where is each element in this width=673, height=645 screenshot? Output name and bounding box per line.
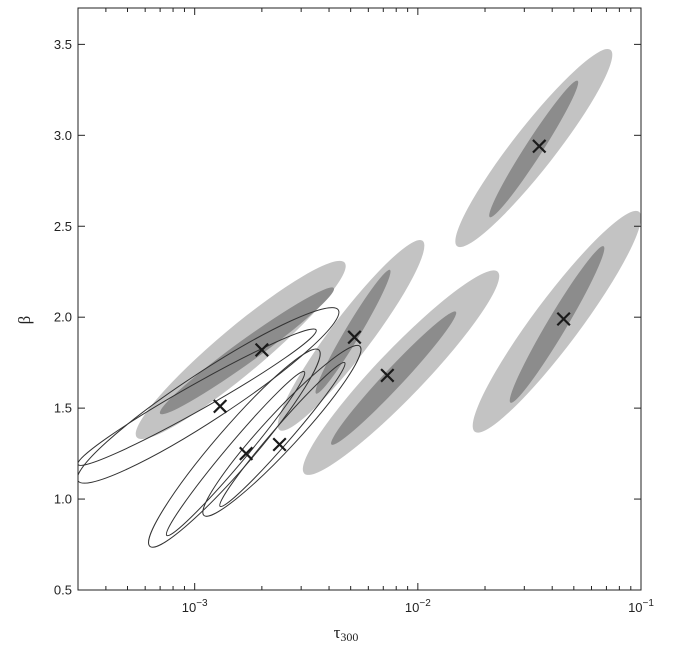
best-fit-marker-e bbox=[556, 311, 571, 327]
region-b-inner bbox=[315, 269, 391, 394]
region-c-inner bbox=[331, 311, 457, 445]
confidence-regions bbox=[78, 48, 642, 548]
best-fit-marker-f bbox=[213, 399, 228, 414]
best-fit-marker-b bbox=[347, 330, 362, 345]
x-tick-label-exponent: −3 bbox=[196, 598, 208, 609]
x-tick-label: 10−1 bbox=[628, 598, 654, 615]
outline-region-f-outer bbox=[78, 307, 340, 484]
x-tick-label: 10−2 bbox=[405, 598, 431, 615]
outline-region-g-inner bbox=[165, 370, 306, 537]
y-tick-label: 2.5 bbox=[54, 219, 72, 234]
x-tick-label-base: 10 bbox=[405, 600, 419, 615]
region-d-inner bbox=[489, 80, 579, 218]
y-tick-label: 3.0 bbox=[54, 128, 72, 143]
best-fit-marker-a bbox=[254, 342, 269, 357]
y-axis-ticks: 0.5 1.0 1.5 2.0 2.5 3.0 3.5 bbox=[54, 37, 641, 598]
x-tick-label-base: 10 bbox=[182, 600, 196, 615]
x-axis-label: τ300 bbox=[334, 623, 359, 644]
best-fit-marker-d bbox=[532, 139, 547, 154]
best-fit-marker-h bbox=[272, 437, 287, 452]
y-tick-label: 1.5 bbox=[54, 401, 72, 416]
best-fit-marker-g bbox=[239, 446, 254, 461]
x-axis-label-subscript: 300 bbox=[340, 630, 358, 644]
outline-region-h-outer bbox=[202, 344, 362, 517]
x-tick-label-base: 10 bbox=[628, 600, 642, 615]
y-tick-label: 0.5 bbox=[54, 583, 72, 598]
y-tick-label: 3.5 bbox=[54, 37, 72, 52]
y-axis-label: β bbox=[15, 316, 34, 325]
plot-frame bbox=[77, 7, 642, 591]
x-axis-ticks: 10−3 10−2 10−1 bbox=[77, 8, 654, 615]
y-tick-label: 1.0 bbox=[54, 492, 72, 507]
x-tick-label-exponent: −1 bbox=[643, 598, 655, 609]
region-a-inner bbox=[159, 287, 335, 415]
x-tick-label-exponent: −2 bbox=[419, 598, 431, 609]
outline-region-h-inner bbox=[219, 361, 346, 508]
x-tick-label: 10−3 bbox=[182, 598, 208, 615]
best-fit-marker-c bbox=[380, 368, 395, 383]
y-tick-label: 2.0 bbox=[54, 310, 72, 325]
best-fit-markers bbox=[213, 139, 571, 461]
x-axis-label-symbol: τ bbox=[334, 623, 341, 642]
